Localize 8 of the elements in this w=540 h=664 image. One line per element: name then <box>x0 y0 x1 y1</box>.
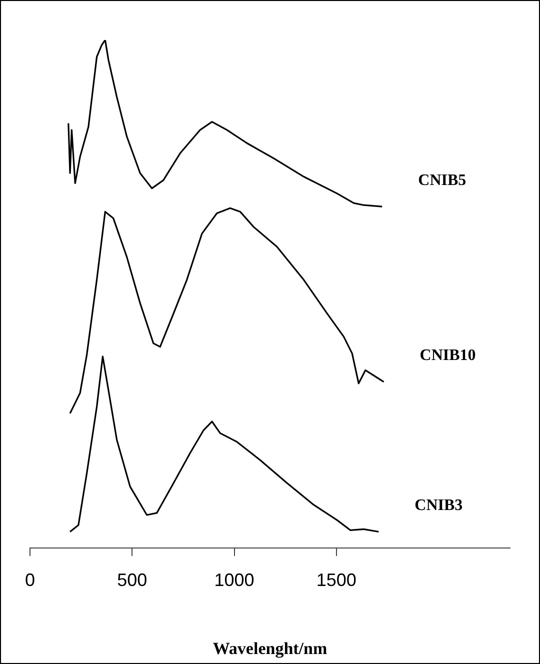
text: CNIB3 <box>414 496 463 514</box>
x-tick-label: 0 <box>24 570 36 590</box>
x-tick-label: 1000 <box>214 570 254 590</box>
text: CNIB5 <box>418 172 466 189</box>
x-tick-label: 500 <box>117 570 148 590</box>
text: CNIB10 <box>420 347 476 364</box>
x-tick-label: 1500 <box>316 570 356 590</box>
x-axis-title: Wavelenght/nm <box>212 639 328 658</box>
